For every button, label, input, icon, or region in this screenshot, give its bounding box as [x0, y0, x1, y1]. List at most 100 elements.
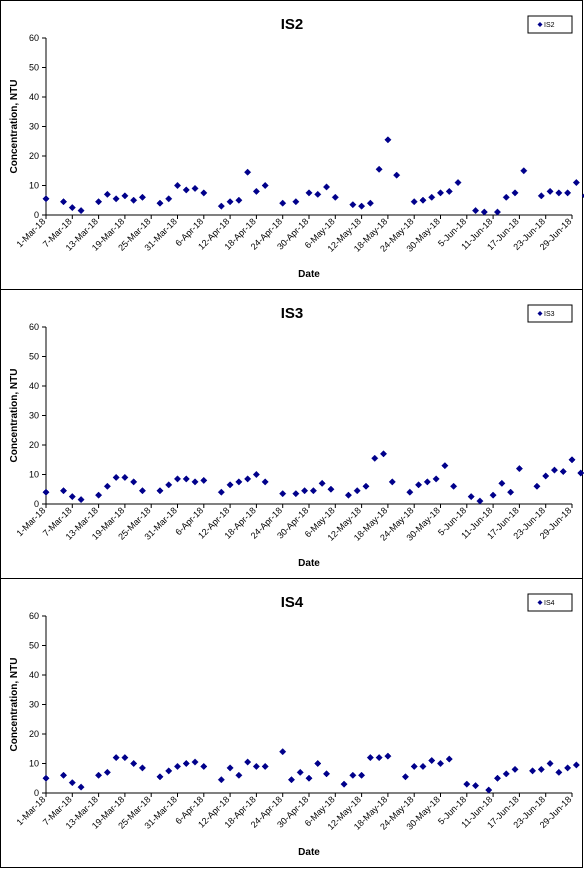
data-point [235, 771, 243, 779]
data-point [419, 196, 427, 204]
data-point [165, 195, 173, 203]
data-point [314, 759, 322, 768]
data-point [406, 488, 414, 496]
data-point [493, 774, 502, 782]
chart-svg: IS301020304050601-Mar-187-Mar-1813-Mar-1… [9, 304, 584, 569]
legend-marker [537, 600, 543, 605]
data-point [42, 488, 50, 496]
chart-title: IS2 [281, 16, 304, 33]
data-point [305, 189, 313, 197]
data-point [379, 450, 388, 458]
data-point [401, 773, 409, 781]
data-point [165, 481, 173, 489]
data-point [572, 761, 580, 769]
data-point [226, 764, 234, 772]
data-point [572, 178, 580, 187]
data-point [511, 189, 519, 197]
data-point [388, 478, 396, 486]
x-axis-title: Date [298, 847, 320, 858]
legend-box [527, 15, 573, 34]
y-tick-label: 60 [29, 33, 39, 43]
data-point [261, 478, 269, 486]
data-point [432, 475, 440, 483]
data-point [226, 198, 234, 206]
data-point [493, 208, 502, 216]
data-point [165, 767, 173, 775]
x-axis-title: Date [298, 558, 320, 569]
y-axis-title: Concentration, NTU [9, 80, 20, 174]
data-point [322, 770, 331, 778]
y-tick-label: 40 [29, 381, 39, 391]
legend-marker [537, 311, 543, 316]
data-point [103, 190, 111, 198]
data-point [384, 752, 392, 760]
chart-panel-is4: IS4 0 10 20 30 40 50 60 1-Mar-18 7-Mar-18 13-Mar-1… [0, 578, 583, 868]
data-point [362, 482, 370, 490]
legend: IS4 [527, 593, 573, 612]
data-point [375, 165, 383, 173]
data-point [252, 470, 260, 479]
data-point [292, 490, 300, 498]
data-point [371, 454, 379, 462]
data-point [410, 198, 418, 206]
data-point [419, 762, 427, 771]
data-point [68, 779, 76, 787]
data-point [200, 762, 208, 771]
data-point [279, 490, 287, 498]
data-point [42, 774, 50, 782]
y-tick-label: 10 [29, 181, 39, 191]
data-point [349, 201, 357, 209]
data-point [182, 186, 190, 194]
data-point [261, 762, 269, 771]
data-point [423, 478, 431, 486]
data-point [292, 198, 300, 206]
data-point [564, 189, 572, 197]
y-tick-label: 20 [29, 151, 39, 161]
data-point [112, 473, 120, 482]
y-tick-label: 30 [29, 700, 39, 710]
data-point [436, 189, 445, 197]
data-point [156, 773, 164, 781]
data-point [546, 759, 554, 768]
data-point [112, 195, 120, 203]
data-point [226, 481, 234, 489]
data-point [252, 762, 260, 771]
data-point [235, 196, 243, 204]
data-point [59, 487, 68, 495]
data-point [121, 473, 129, 482]
data-point [550, 466, 559, 474]
data-point [445, 187, 453, 195]
data-point [244, 758, 252, 766]
data-point [344, 491, 353, 499]
data-point [182, 759, 190, 768]
y-tick-label: 30 [29, 122, 39, 132]
data-point [450, 482, 458, 490]
data-point [436, 759, 445, 768]
data-point [441, 462, 449, 470]
data-point [581, 193, 584, 199]
data-point [130, 759, 138, 768]
data-point [498, 479, 506, 487]
data-point [542, 472, 550, 480]
data-point [182, 475, 190, 483]
data-point [445, 755, 453, 763]
data-point [428, 193, 436, 201]
data-point [340, 780, 348, 788]
data-point [415, 481, 423, 489]
data-point [309, 487, 317, 495]
data-point [200, 189, 208, 197]
legend: IS2 [527, 15, 573, 34]
data-point [138, 764, 146, 772]
y-tick-label: 40 [29, 92, 39, 102]
data-point [279, 199, 287, 207]
y-tick-label: 40 [29, 670, 39, 680]
chart-panel-is3: IS3 0 10 20 30 40 50 60 1-Mar-18 7-Mar-18 13-Mar-1… [0, 289, 584, 579]
data-point [489, 491, 497, 499]
data-point [42, 195, 50, 203]
legend-label: IS3 [544, 311, 555, 318]
data-point [173, 181, 182, 190]
data-point [467, 493, 475, 501]
data-point [173, 762, 182, 771]
y-tick-label: 60 [29, 322, 39, 332]
data-point [568, 456, 576, 464]
